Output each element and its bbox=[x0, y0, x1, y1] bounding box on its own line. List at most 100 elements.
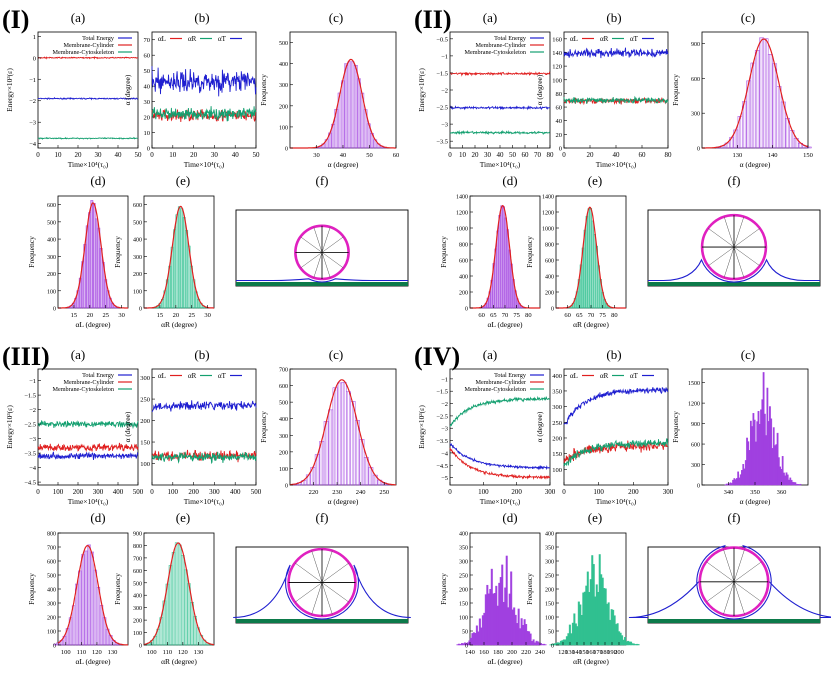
energy-xtick-label: 500 bbox=[133, 488, 144, 496]
angle-ytick-label: 100 bbox=[140, 461, 150, 468]
hist-e-ylabel: Frequency bbox=[113, 236, 122, 268]
hist-e-ylabel: Frequency bbox=[113, 573, 122, 605]
angle-xtick-label: 50 bbox=[253, 151, 261, 159]
energy-ytick-label: −1 bbox=[441, 53, 448, 60]
energy-ytick-label: −1.5 bbox=[24, 393, 36, 400]
hist-d-xlabel: αL (degree) bbox=[487, 320, 523, 329]
hist-e-ytick-label: 600 bbox=[133, 203, 142, 209]
energy-xtick-label: 80 bbox=[547, 151, 555, 159]
energy-xtick-label: 10 bbox=[459, 151, 467, 159]
energy-xtick-label: 20 bbox=[75, 151, 83, 159]
hist-e-fit-curve bbox=[144, 205, 214, 309]
hist-e-xlabel: αR (degree) bbox=[573, 320, 609, 329]
hist-d-xtick-label: 70 bbox=[502, 312, 509, 319]
energy-xtick-label: 100 bbox=[478, 488, 489, 496]
hist-d-xtick-label: 180 bbox=[493, 649, 503, 656]
hist-c-xtick-label: 150 bbox=[803, 152, 813, 159]
hist-d-ytick-label: 500 bbox=[47, 220, 56, 226]
hist-c-bar bbox=[344, 63, 348, 149]
hist-e-ytick-label: 300 bbox=[133, 255, 142, 261]
energy-xtick-label: 0 bbox=[36, 151, 40, 159]
angle-xtick-label: 80 bbox=[665, 151, 673, 159]
hist-d-bar bbox=[81, 554, 85, 646]
hist-d-bar bbox=[510, 571, 513, 646]
hist-e-xtick-label: 20 bbox=[173, 312, 180, 319]
hist-c-ytick-label: 300 bbox=[279, 83, 288, 89]
hist-e-xlabel: αR (degree) bbox=[161, 320, 197, 329]
hist-d-ytick-label: 250 bbox=[459, 574, 468, 580]
energy-legend-label: Membrane-Cytoskeleton bbox=[464, 386, 526, 393]
angle-legend-label: αR bbox=[600, 372, 609, 380]
hist-e-bar bbox=[585, 216, 589, 309]
angle-legend-label: αL bbox=[158, 35, 166, 43]
energy-ytick-label: −3 bbox=[29, 120, 36, 127]
energy-series-2 bbox=[449, 395, 551, 427]
hist-d-ytick-label: 800 bbox=[459, 243, 468, 249]
hist-c-xtick-label: 340 bbox=[724, 489, 734, 496]
hist-d-ytick-label: 200 bbox=[47, 272, 56, 278]
hist-e-ytick-label: 700 bbox=[133, 556, 142, 562]
hist-d-xtick-label: 30 bbox=[118, 312, 125, 319]
angle-xtick-label: 300 bbox=[663, 488, 674, 496]
hist-d-ytick-label: 100 bbox=[459, 616, 468, 622]
energy-ytick-label: −4 bbox=[29, 141, 37, 148]
angle-ytick-label: 70 bbox=[144, 37, 151, 44]
hist-c-ytick-label: 0 bbox=[285, 484, 288, 490]
angle-legend-label: αR bbox=[188, 35, 197, 43]
hist-e-bar bbox=[173, 229, 177, 309]
angle-xtick-label: 40 bbox=[232, 151, 240, 159]
energy-series-1 bbox=[449, 447, 551, 480]
hist-d-bar bbox=[93, 569, 98, 646]
hist-c-ylabel: Frequency bbox=[259, 74, 268, 106]
panel-I: (I) (a) (b) (c)(d) (e) (f)0 10 20 30 40 5010−1−2−3… bbox=[2, 5, 409, 329]
energy-series-2 bbox=[37, 420, 139, 430]
hist-e-ytick-label: 100 bbox=[133, 289, 142, 295]
hist-c-ytick-label: 100 bbox=[279, 125, 288, 131]
energy-ytick-label: −3.5 bbox=[436, 139, 448, 146]
hist-e-bar bbox=[185, 230, 189, 309]
angle-xtick-label: 10 bbox=[169, 151, 177, 159]
angle-xlabel: Time×10⁴(τ₀) bbox=[596, 160, 637, 169]
hist-e-xtick-label: 120 bbox=[558, 649, 568, 656]
angle-ytick-label: 80 bbox=[556, 91, 563, 98]
subplot-label: (b) bbox=[194, 10, 209, 25]
hist-d-ytick-label: 600 bbox=[47, 560, 56, 566]
hist-d-ytick-label: 800 bbox=[47, 532, 56, 538]
subplot-label: (e) bbox=[588, 173, 602, 188]
hist-c-bar bbox=[794, 482, 797, 486]
hist-e-xtick-label: 60 bbox=[564, 312, 571, 319]
hist-e-ytick-label: 500 bbox=[133, 581, 142, 587]
hist-c-bar bbox=[341, 382, 347, 486]
hist-c-ytick-label: 300 bbox=[279, 434, 288, 440]
hist-d-bar bbox=[505, 555, 508, 646]
angle-xtick-label: 20 bbox=[587, 151, 595, 159]
energy-ytick-label: −2 bbox=[29, 407, 36, 414]
hist-e-xtick-label: 75 bbox=[599, 312, 606, 319]
hist-d-fit-curve bbox=[57, 544, 128, 646]
hist-c-ytick-label: 700 bbox=[279, 368, 288, 374]
energy-xtick-label: 70 bbox=[534, 151, 542, 159]
hist-d-bar bbox=[529, 633, 532, 646]
hist-d-bar bbox=[532, 639, 535, 646]
energy-legend-label: Membrane-Cytoskeleton bbox=[464, 49, 526, 56]
angle-xtick-label: 200 bbox=[188, 488, 199, 496]
energy-ylabel: Energy×10³(ε) bbox=[417, 405, 426, 449]
hist-e-ytick-label: 200 bbox=[545, 588, 554, 594]
energy-ytick-label: 0 bbox=[33, 55, 36, 62]
energy-legend-label: Total Energy bbox=[82, 372, 115, 379]
hist-e-bar bbox=[181, 555, 185, 646]
hist-c-xtick-label: 230 bbox=[332, 489, 342, 496]
angle-legend-label: αT bbox=[218, 35, 227, 43]
energy-plot-frame bbox=[37, 31, 139, 149]
hist-d-xtick-label: 130 bbox=[108, 649, 118, 656]
hist-e-ytick-label: 50 bbox=[548, 630, 554, 636]
hist-d-ytick-label: 200 bbox=[459, 291, 468, 297]
hist-d-ytick-label: 50 bbox=[462, 630, 468, 636]
hist-e-xlabel: αR (degree) bbox=[161, 657, 197, 666]
angle-ytick-label: 30 bbox=[144, 99, 151, 106]
hist-d-ylabel: Frequency bbox=[439, 236, 448, 268]
hist-d-ytick-label: 400 bbox=[47, 588, 56, 594]
angle-xtick-label: 100 bbox=[168, 488, 179, 496]
angle-ytick-label: 300 bbox=[140, 375, 150, 382]
hist-d-xtick-label: 140 bbox=[465, 649, 475, 656]
